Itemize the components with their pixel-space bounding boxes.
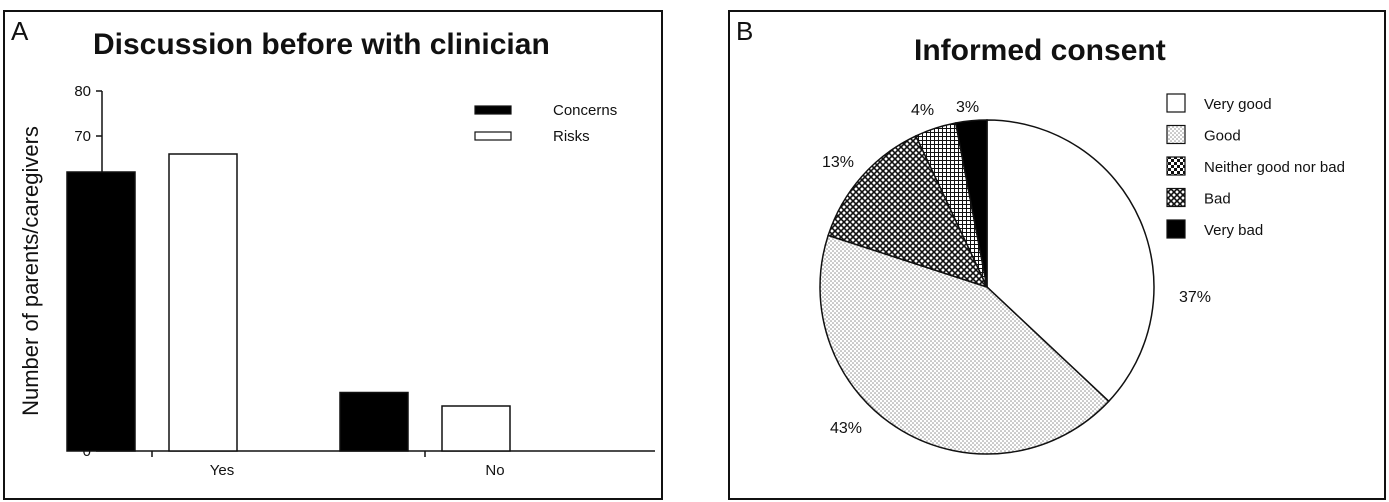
pie-slice-4-percent-label: 4% [911, 102, 934, 119]
legend-swatch-concerns [474, 105, 512, 115]
bar-yes-risks [168, 153, 238, 452]
legend-swatch-very-bad [1166, 219, 1186, 239]
x-tick-label: Yes [210, 462, 234, 479]
pie-slice-good [819, 234, 1110, 455]
legend-label-good: Good [1204, 128, 1241, 145]
legend-label-concerns: Concerns [553, 102, 617, 119]
pie-slice-bad [827, 134, 989, 289]
y-axis-label: Number of parents/caregivers [18, 126, 43, 416]
legend-label-risks: Risks [553, 128, 590, 145]
pie-slice-very-bad [954, 119, 988, 288]
legend-label-neither-good-nor-bad: Neither good nor bad [1204, 159, 1345, 176]
y-tick-label: 80 [74, 83, 91, 100]
legend-swatch-bad [1166, 187, 1186, 208]
pie-chart: 37% 43% 13% 4% 3% Very good Good Neither good n… [819, 93, 1345, 455]
pie-slice-bad-label: 13% [822, 154, 854, 171]
legend-label-very-good: Very good [1204, 96, 1272, 113]
bar-chart: 01020304050607080Number of parents/careg… [18, 83, 655, 479]
panel-b-letter: B [736, 16, 754, 46]
pie-chart-title: Informed consent [914, 34, 1166, 67]
bar-no-risks [441, 405, 511, 452]
pie-slice-very-good-label: 37% [1179, 289, 1211, 306]
panel-a: A Discussion before with clinician 01020… [3, 10, 663, 500]
legend-swatch-very-good [1166, 93, 1186, 113]
legend-label-very-bad: Very bad [1204, 222, 1263, 239]
legend-swatch-neither-good-nor-bad [1166, 156, 1186, 176]
pie-slice-good-label: 43% [830, 420, 862, 437]
legend-label-bad: Bad [1204, 191, 1231, 208]
legend-swatch-risks [474, 131, 512, 141]
legend-swatch-good [1166, 124, 1186, 145]
y-tick-label: 70 [74, 128, 91, 145]
pie-slice-very-good [986, 119, 1155, 403]
panel-b: B Informed consent 37% 43% 13% 4% 3% Very [728, 10, 1386, 500]
bar-no-concerns [339, 391, 409, 452]
x-tick-label: No [485, 462, 504, 479]
bar-yes-concerns [66, 171, 136, 452]
pie-slice-very-bad-label: 3% [956, 99, 979, 116]
panel-a-letter: A [11, 16, 29, 46]
bar-chart-title: Discussion before with clinician [93, 28, 550, 61]
